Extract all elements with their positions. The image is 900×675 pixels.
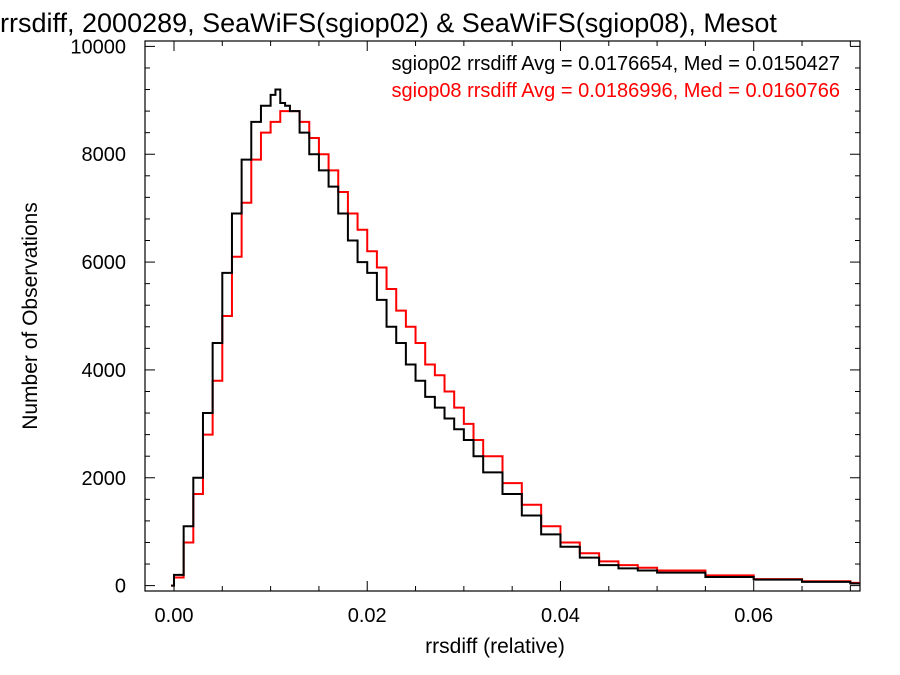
y-tick-label: 6000 — [82, 252, 127, 274]
x-axis-label: rrsdiff (relative) — [425, 635, 565, 658]
plot-area: 0.00 0.02 0.04 0.06 0 2000 4000 6000 8000 10000 — [70, 36, 861, 627]
y-axis-label: Number of Observations — [19, 202, 42, 430]
x-tick-label: 0.06 — [734, 605, 773, 627]
x-tick-label: 0.00 — [155, 605, 194, 627]
y-tick-label: 4000 — [82, 360, 127, 382]
y-tick-label: 0 — [115, 576, 126, 598]
legend-entry-sgiop02: sgiop02 rrsdiff Avg = 0.0176654, Med = 0… — [392, 53, 841, 75]
plot-frame — [144, 40, 861, 592]
y-tick-label: 8000 — [82, 144, 127, 166]
x-tick-label: 0.04 — [541, 605, 580, 627]
series-line-sgiop08 — [171, 110, 860, 587]
y-tick-label: 10000 — [70, 36, 126, 58]
chart-title: rrsdiff, 2000289, SeaWiFS(sgiop02) & Sea… — [0, 8, 777, 38]
legend-entry-sgiop08: sgiop08 rrsdiff Avg = 0.0186996, Med = 0… — [392, 80, 841, 102]
x-tick-label: 0.02 — [348, 605, 387, 627]
y-tick-label: 2000 — [82, 468, 127, 490]
series-line-sgiop02 — [171, 88, 860, 587]
